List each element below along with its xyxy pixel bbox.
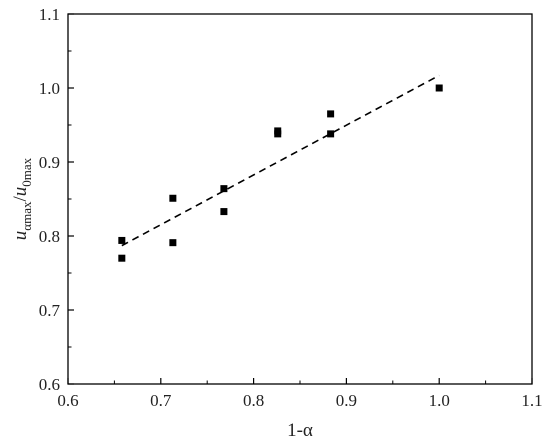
data-point-10 bbox=[435, 84, 443, 92]
y-axis-title: uαmax/u0max bbox=[10, 157, 34, 240]
plot-frame bbox=[67, 13, 533, 385]
x-axis-title: 1-α bbox=[287, 420, 313, 441]
y-tick-label: 0.9 bbox=[39, 153, 60, 172]
data-point-0 bbox=[118, 236, 126, 244]
fit-line bbox=[121, 74, 440, 247]
y-tick-label: 0.6 bbox=[39, 375, 60, 394]
y-tick-label: 0.7 bbox=[39, 301, 61, 320]
plot-area: 0.6 0.7 0.8 0.9 1.0 1.1 0.6 0.7 0.8 0.9 1.0 1.1 bbox=[39, 5, 543, 410]
data-point-7 bbox=[274, 130, 282, 138]
data-point-1 bbox=[118, 254, 126, 262]
x-tick-label: 0.8 bbox=[243, 391, 264, 410]
data-point-3 bbox=[169, 239, 177, 247]
x-tick-label: 0.9 bbox=[336, 391, 357, 410]
data-point-9 bbox=[327, 130, 335, 138]
y-tick-labels: 0.6 0.7 0.8 0.9 1.0 1.1 bbox=[39, 5, 61, 394]
data-point-4 bbox=[220, 185, 228, 193]
y-axis-title-subscript: αmax bbox=[19, 201, 34, 231]
y-axis-title-subscript: 0max bbox=[19, 157, 34, 186]
tick-marks bbox=[67, 13, 533, 385]
data-point-5 bbox=[220, 208, 228, 216]
x-tick-labels: 0.6 0.7 0.8 0.9 1.0 1.1 bbox=[57, 391, 542, 410]
y-tick-label: 0.8 bbox=[39, 227, 60, 246]
y-axis-title-part: / bbox=[10, 195, 31, 201]
y-tick-label: 1.1 bbox=[39, 5, 60, 24]
x-tick-label: 1.1 bbox=[521, 391, 542, 410]
x-tick-label: 0.7 bbox=[150, 391, 172, 410]
data-points bbox=[118, 84, 443, 262]
y-axis-title-part: u bbox=[10, 231, 31, 241]
x-tick-label: 1.0 bbox=[429, 391, 450, 410]
y-axis-title-part: u bbox=[10, 187, 31, 197]
y-tick-label: 1.0 bbox=[39, 79, 60, 98]
data-point-8 bbox=[327, 110, 335, 118]
data-point-2 bbox=[169, 194, 177, 202]
x-tick-label: 0.6 bbox=[57, 391, 78, 410]
